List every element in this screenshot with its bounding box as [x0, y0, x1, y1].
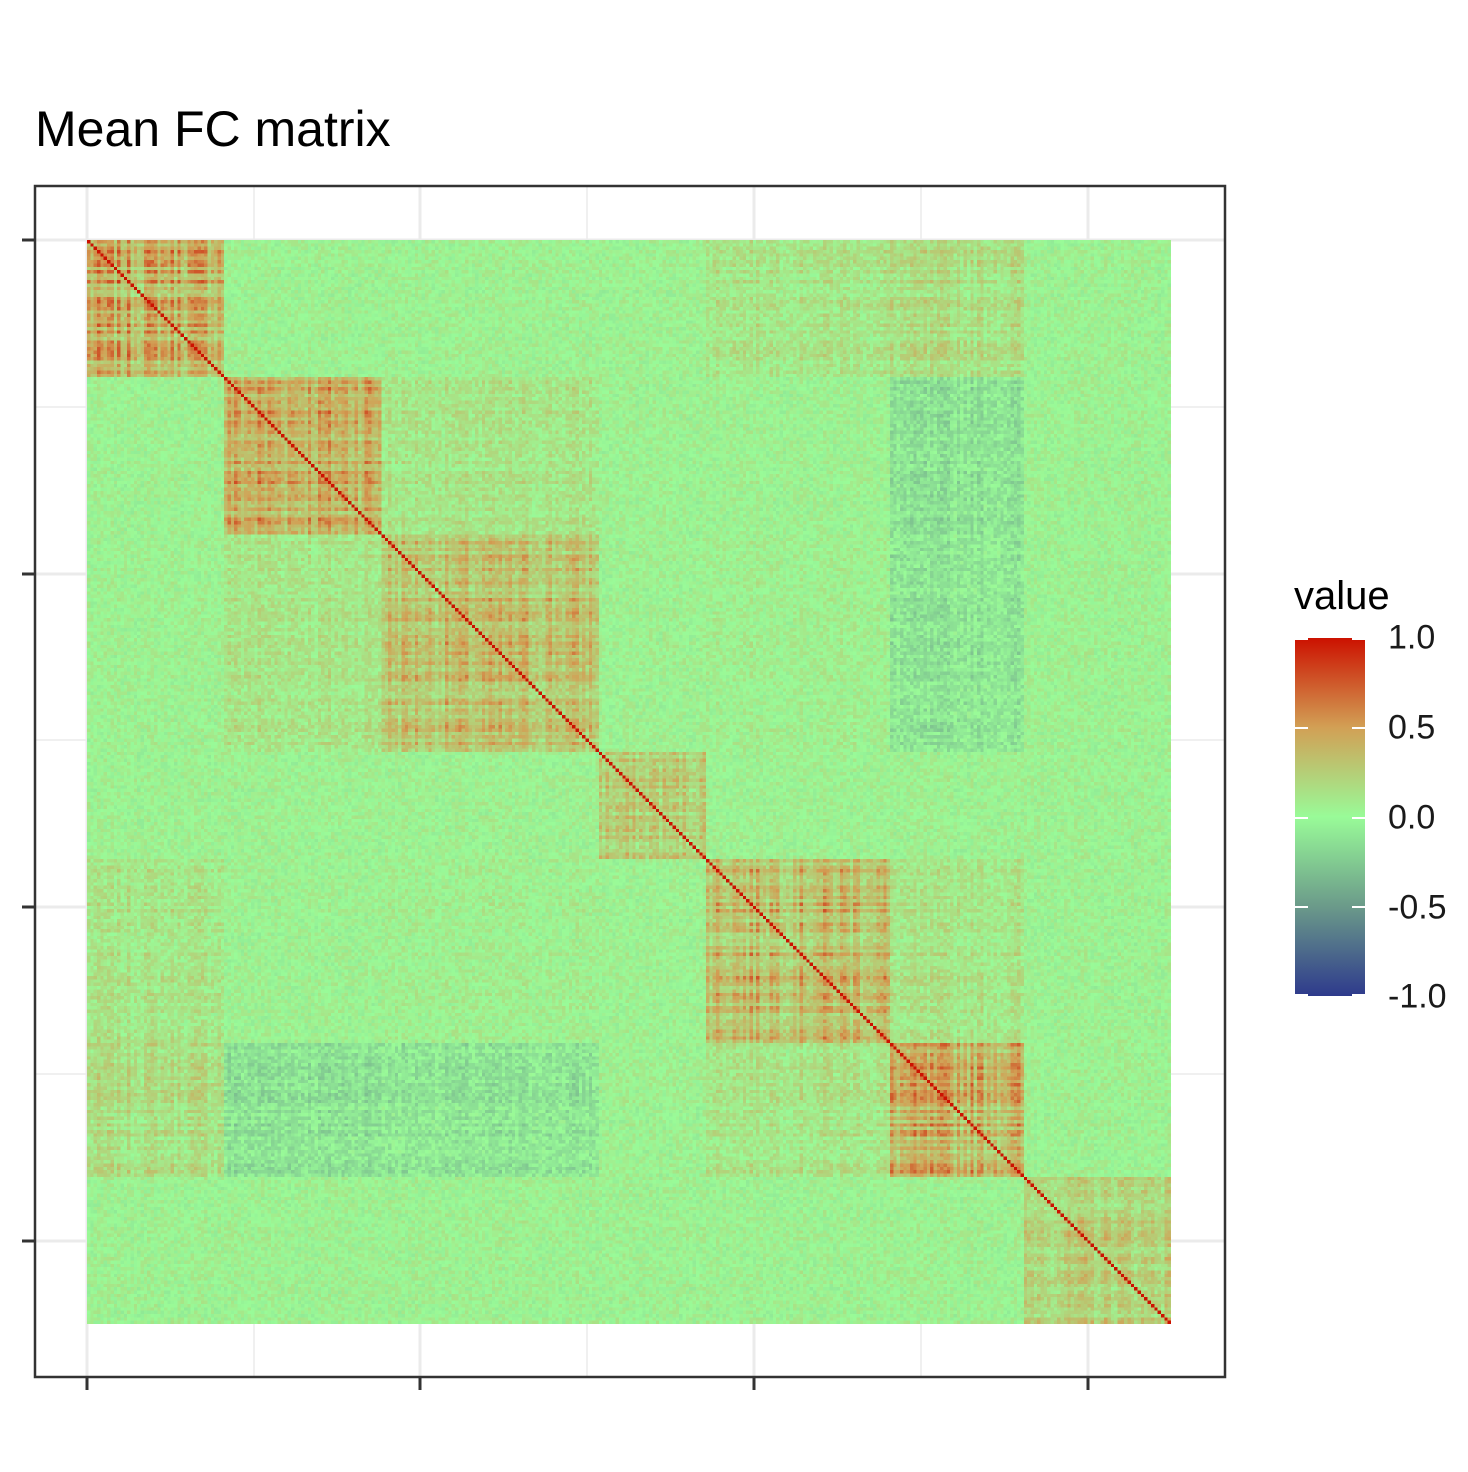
chart-title: Mean FC matrix: [35, 101, 391, 157]
heatmap-cells: [87, 240, 1171, 1324]
axis-ticks: [22, 238, 1090, 1390]
legend-tick-right: [1352, 906, 1365, 908]
color-legend: value 1.0 0.5 0.0 -0.5 -1.0: [1292, 570, 1468, 1030]
legend-label: 1.0: [1388, 618, 1436, 657]
legend-label: -0.5: [1388, 888, 1447, 927]
legend-tick-left: [1295, 638, 1308, 640]
legend-label: 0.5: [1388, 708, 1436, 747]
legend-tick-right: [1352, 727, 1365, 729]
legend-tick-right: [1352, 994, 1365, 996]
legend-label: -1.0: [1388, 977, 1447, 1016]
legend-tick-left: [1295, 727, 1308, 729]
legend-title: value: [1294, 574, 1390, 618]
heatmap-raster: [87, 240, 1171, 1324]
legend-tick-left: [1295, 817, 1308, 819]
legend-tick-right: [1352, 817, 1365, 819]
legend-label: 0.0: [1388, 798, 1436, 837]
legend-tick-left: [1295, 906, 1308, 908]
legend-tick-right: [1352, 638, 1365, 640]
panel-border: [33, 184, 1227, 1379]
legend-tick-left: [1295, 994, 1308, 996]
